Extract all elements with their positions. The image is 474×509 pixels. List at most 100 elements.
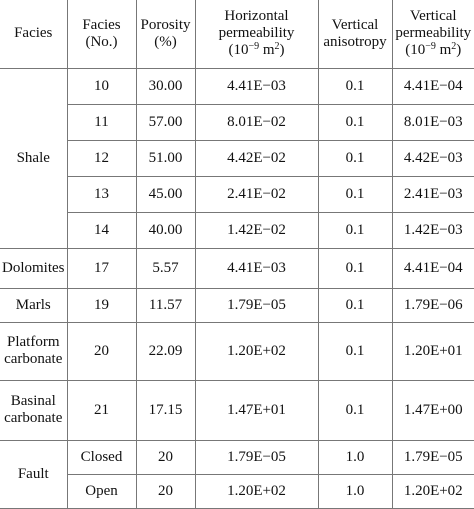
value-cell: 0.1 <box>318 68 392 104</box>
cell-line: Vertical <box>319 17 392 34</box>
value-cell: 0.1 <box>318 322 392 380</box>
value-cell: 40.00 <box>136 212 195 248</box>
cell-line: Marls <box>0 297 67 314</box>
cell-line: Porosity <box>137 17 195 34</box>
value-cell: 2.41E−03 <box>392 176 474 212</box>
value-cell: 10 <box>67 68 136 104</box>
value-cell: 1.47E+01 <box>195 380 318 440</box>
cell-line: Facies <box>0 25 67 42</box>
superscript: −9 <box>425 41 436 52</box>
value-cell: 1.79E−06 <box>392 288 474 322</box>
value-cell: 21 <box>67 380 136 440</box>
header-cell: Facies <box>0 0 67 68</box>
value-cell: 4.42E−02 <box>195 140 318 176</box>
cell-line: Shale <box>0 150 67 167</box>
value-cell: Closed <box>67 440 136 474</box>
value-cell: 1.42E−03 <box>392 212 474 248</box>
facies-cell: Dolomites <box>0 248 67 288</box>
value-cell: 17.15 <box>136 380 195 440</box>
value-cell: 1.42E−02 <box>195 212 318 248</box>
cell-line: (10−9 m2) <box>393 42 474 59</box>
value-cell: 0.1 <box>318 140 392 176</box>
text-segment: m <box>436 42 451 58</box>
cell-line: (10−9 m2) <box>196 42 318 59</box>
cell-line: (%) <box>137 34 195 51</box>
value-cell: 1.47E+00 <box>392 380 474 440</box>
value-cell: 14 <box>67 212 136 248</box>
value-cell: 4.41E−03 <box>195 248 318 288</box>
value-cell: 2.41E−02 <box>195 176 318 212</box>
facies-cell: Shale <box>0 68 67 248</box>
value-cell: 1.20E+02 <box>195 322 318 380</box>
value-cell: 30.00 <box>136 68 195 104</box>
facies-cell: Fault <box>0 440 67 508</box>
cell-line: Vertical <box>393 8 474 25</box>
value-cell: 8.01E−02 <box>195 104 318 140</box>
cell-line: Facies <box>68 17 136 34</box>
cell-line: Basinal <box>0 393 67 410</box>
value-cell: 12 <box>67 140 136 176</box>
cell-line: anisotropy <box>319 34 392 51</box>
text-segment: ) <box>456 42 461 58</box>
value-cell: 8.01E−03 <box>392 104 474 140</box>
value-cell: 17 <box>67 248 136 288</box>
value-cell: 1.0 <box>318 440 392 474</box>
value-cell: 0.1 <box>318 248 392 288</box>
text-segment: (10 <box>405 42 425 58</box>
value-cell: 19 <box>67 288 136 322</box>
value-cell: 57.00 <box>136 104 195 140</box>
value-cell: 1.0 <box>318 474 392 508</box>
cell-line: carbonate <box>0 351 67 368</box>
cell-line: (No.) <box>68 34 136 51</box>
text-segment: m <box>259 42 274 58</box>
value-cell: 1.79E−05 <box>392 440 474 474</box>
cell-line: permeability <box>393 25 474 42</box>
value-cell: 1.79E−05 <box>195 288 318 322</box>
value-cell: 1.20E+02 <box>392 474 474 508</box>
value-cell: 0.1 <box>318 212 392 248</box>
superscript: −9 <box>248 41 259 52</box>
value-cell: 4.41E−04 <box>392 68 474 104</box>
cell-line: carbonate <box>0 410 67 427</box>
value-cell: 4.41E−04 <box>392 248 474 288</box>
cell-line: Dolomites <box>0 260 67 277</box>
value-cell: 20 <box>136 474 195 508</box>
text-segment: (10 <box>228 42 248 58</box>
value-cell: 22.09 <box>136 322 195 380</box>
value-cell: 0.1 <box>318 380 392 440</box>
value-cell: 45.00 <box>136 176 195 212</box>
text-segment: ) <box>280 42 285 58</box>
value-cell: 0.1 <box>318 288 392 322</box>
value-cell: 5.57 <box>136 248 195 288</box>
value-cell: 11.57 <box>136 288 195 322</box>
value-cell: 1.79E−05 <box>195 440 318 474</box>
header-cell: Facies(No.) <box>67 0 136 68</box>
header-cell: Porosity(%) <box>136 0 195 68</box>
value-cell: 20 <box>67 322 136 380</box>
facies-cell: Marls <box>0 288 67 322</box>
value-cell: 13 <box>67 176 136 212</box>
cell-line: Platform <box>0 334 67 351</box>
value-cell: 11 <box>67 104 136 140</box>
value-cell: Open <box>67 474 136 508</box>
value-cell: 20 <box>136 440 195 474</box>
